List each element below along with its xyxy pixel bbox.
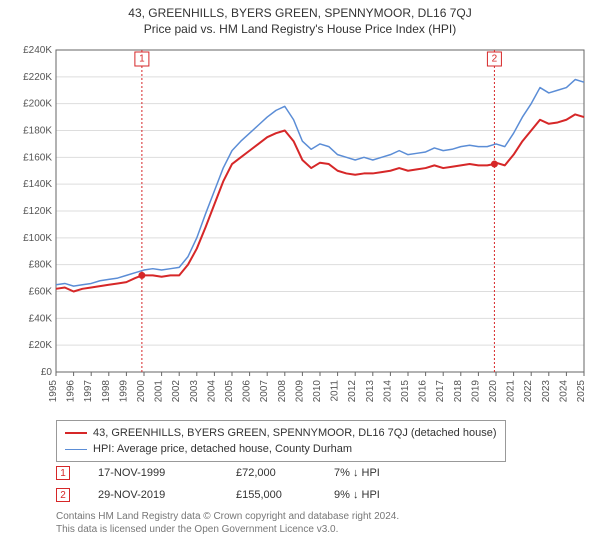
svg-text:£200K: £200K <box>23 99 52 110</box>
svg-text:£20K: £20K <box>29 340 53 351</box>
svg-text:2011: 2011 <box>330 380 341 402</box>
svg-text:£80K: £80K <box>29 260 53 271</box>
svg-text:2019: 2019 <box>470 380 481 403</box>
svg-text:£120K: £120K <box>23 206 52 217</box>
legend-label: 43, GREENHILLS, BYERS GREEN, SPENNYMOOR,… <box>93 425 497 441</box>
svg-text:£140K: £140K <box>23 179 52 190</box>
line-chart: £0 £20K £40K £60K £80K £100K £120K £140K £160K £1… <box>10 42 590 412</box>
attribution-line: This data is licensed under the Open Gov… <box>56 523 399 536</box>
marker-badge-text: 2 <box>60 490 66 501</box>
marker-table: 1 17-NOV-1999 £72,000 7% ↓ HPI 2 29-NOV-… <box>56 462 424 506</box>
legend-label: HPI: Average price, detached house, Coun… <box>93 441 352 457</box>
svg-text:2010: 2010 <box>312 380 323 403</box>
svg-text:2: 2 <box>492 54 498 65</box>
legend-item: 43, GREENHILLS, BYERS GREEN, SPENNYMOOR,… <box>65 425 497 441</box>
legend-item: HPI: Average price, detached house, Coun… <box>65 441 497 457</box>
chart-area: £0 £20K £40K £60K £80K £100K £120K £140K £160K £1… <box>10 42 590 412</box>
svg-text:£240K: £240K <box>23 45 52 56</box>
chart-title-address: 43, GREENHILLS, BYERS GREEN, SPENNYMOOR,… <box>0 6 600 20</box>
svg-text:1996: 1996 <box>66 380 77 403</box>
legend-swatch <box>65 449 87 450</box>
marker-row: 1 17-NOV-1999 £72,000 7% ↓ HPI <box>56 462 424 484</box>
svg-text:2014: 2014 <box>382 380 393 403</box>
svg-text:2025: 2025 <box>576 380 587 403</box>
svg-text:2001: 2001 <box>154 380 165 403</box>
marker-date: 17-NOV-1999 <box>98 467 208 479</box>
svg-text:2004: 2004 <box>206 380 217 403</box>
svg-text:1997: 1997 <box>83 380 94 403</box>
svg-text:2015: 2015 <box>400 380 411 403</box>
svg-text:2006: 2006 <box>242 380 253 403</box>
svg-text:2007: 2007 <box>259 380 270 403</box>
attribution-line: Contains HM Land Registry data © Crown c… <box>56 510 399 523</box>
svg-text:2012: 2012 <box>347 380 358 403</box>
svg-text:2008: 2008 <box>277 380 288 403</box>
attribution: Contains HM Land Registry data © Crown c… <box>56 510 399 536</box>
svg-text:£100K: £100K <box>23 233 52 244</box>
svg-text:2023: 2023 <box>541 380 552 403</box>
svg-text:1995: 1995 <box>48 380 59 403</box>
svg-text:2022: 2022 <box>523 380 534 403</box>
svg-text:2020: 2020 <box>488 380 499 403</box>
svg-text:£180K: £180K <box>23 126 52 137</box>
svg-text:2016: 2016 <box>418 380 429 403</box>
svg-text:1999: 1999 <box>118 380 129 403</box>
marker-badge: 2 <box>56 488 70 502</box>
svg-text:£0: £0 <box>41 367 53 378</box>
svg-text:2009: 2009 <box>294 380 305 403</box>
svg-text:2005: 2005 <box>224 380 235 403</box>
svg-text:1998: 1998 <box>101 380 112 403</box>
legend: 43, GREENHILLS, BYERS GREEN, SPENNYMOOR,… <box>56 420 506 462</box>
svg-text:£40K: £40K <box>29 313 53 324</box>
svg-text:2013: 2013 <box>365 380 376 403</box>
svg-text:2021: 2021 <box>506 380 517 403</box>
title-block: 43, GREENHILLS, BYERS GREEN, SPENNYMOOR,… <box>0 0 600 36</box>
marker-price: £72,000 <box>236 467 306 479</box>
svg-text:2003: 2003 <box>189 380 200 403</box>
svg-text:2000: 2000 <box>136 380 147 403</box>
svg-text:2024: 2024 <box>558 380 569 403</box>
marker-date: 29-NOV-2019 <box>98 489 208 501</box>
svg-text:£60K: £60K <box>29 287 53 298</box>
svg-text:£160K: £160K <box>23 152 52 163</box>
chart-title-subtitle: Price paid vs. HM Land Registry's House … <box>0 22 600 36</box>
svg-text:1: 1 <box>139 54 145 65</box>
marker-diff: 9% ↓ HPI <box>334 489 424 501</box>
legend-swatch <box>65 432 87 434</box>
marker-row: 2 29-NOV-2019 £155,000 9% ↓ HPI <box>56 484 424 506</box>
svg-text:2002: 2002 <box>171 380 182 403</box>
svg-text:£220K: £220K <box>23 72 52 83</box>
page-root: 43, GREENHILLS, BYERS GREEN, SPENNYMOOR,… <box>0 0 600 560</box>
marker-badge: 1 <box>56 466 70 480</box>
marker-badge-text: 1 <box>60 468 66 479</box>
marker-price: £155,000 <box>236 489 306 501</box>
svg-text:2018: 2018 <box>453 380 464 403</box>
marker-diff: 7% ↓ HPI <box>334 467 424 479</box>
svg-text:2017: 2017 <box>435 380 446 403</box>
